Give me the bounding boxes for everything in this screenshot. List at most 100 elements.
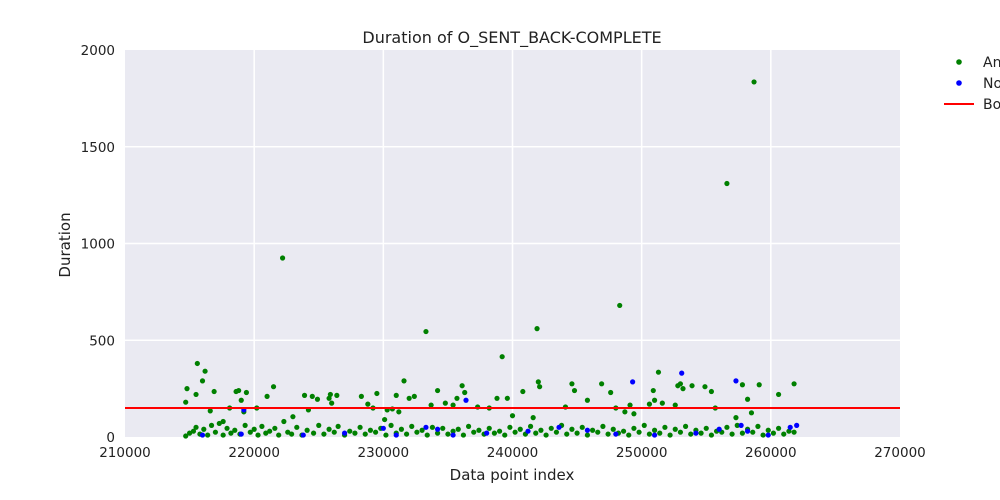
data-point [584, 427, 591, 433]
x-tick-label: 220000 [228, 445, 280, 461]
data-point [429, 424, 436, 430]
data-point [471, 429, 477, 435]
data-point [738, 422, 744, 428]
data-point [194, 360, 200, 367]
grid [125, 50, 900, 437]
data-point [383, 432, 389, 438]
data-point [455, 426, 461, 432]
data-point [794, 422, 800, 428]
data-point [744, 396, 751, 402]
data-point [183, 433, 189, 439]
data-point [662, 424, 668, 430]
data-point [272, 425, 278, 431]
data-point [775, 391, 782, 398]
data-point [679, 370, 685, 376]
data-point [682, 423, 689, 429]
data-point [755, 423, 761, 429]
data-point [748, 410, 755, 416]
data-point [651, 432, 658, 438]
data-point [617, 302, 623, 309]
legend-marker [956, 80, 962, 86]
data-point [216, 420, 222, 427]
data-point [548, 425, 554, 431]
y-ticks: 0 500 1000 1500 2000 [81, 43, 115, 446]
data-point [605, 431, 611, 437]
data-point [409, 423, 415, 429]
data-point [589, 427, 596, 433]
data-point [211, 388, 217, 395]
data-point [530, 415, 536, 421]
data-point [631, 411, 637, 417]
data-point [672, 426, 678, 432]
data-point [334, 392, 340, 398]
data-point [765, 427, 771, 433]
data-point [677, 429, 684, 435]
data-point [564, 431, 570, 437]
data-point [708, 432, 715, 438]
data-point [494, 395, 500, 401]
data-point [459, 383, 465, 389]
data-point [584, 397, 591, 403]
data-point [220, 418, 226, 425]
data-point [202, 368, 208, 374]
data-point [358, 393, 364, 399]
data-point [236, 387, 242, 394]
data-point [365, 401, 371, 407]
data-point [403, 431, 410, 437]
data-point [724, 424, 730, 430]
data-point [242, 422, 248, 428]
data-point [584, 432, 591, 438]
data-point [538, 427, 544, 433]
data-point [362, 431, 368, 437]
data-point [502, 432, 508, 438]
data-point [781, 431, 787, 437]
data-point [411, 393, 417, 399]
data-point [770, 430, 777, 436]
data-point [791, 381, 797, 387]
data-point [659, 400, 665, 406]
data-point [787, 424, 793, 430]
x-ticks: 210000 220000 230000 240000 250000 260000 2700… [99, 445, 926, 461]
data-point [347, 428, 353, 434]
data-point [579, 424, 585, 430]
data-point [454, 395, 460, 401]
data-point [393, 432, 399, 438]
data-point [641, 422, 647, 428]
data-point [285, 429, 291, 435]
data-point [428, 402, 434, 408]
data-point [321, 431, 327, 437]
data-point [335, 423, 341, 429]
data-point [450, 402, 456, 408]
y-tick-label: 0 [106, 430, 115, 446]
data-point [352, 430, 358, 436]
data-point [401, 378, 407, 384]
data-point [733, 378, 739, 384]
data-point [238, 397, 244, 403]
data-point [357, 424, 363, 430]
legend-label: Bo [983, 97, 1000, 113]
data-point [300, 432, 306, 438]
data-point [630, 379, 636, 385]
x-tick-label: 260000 [745, 445, 797, 461]
data-point [716, 426, 722, 432]
data-point [650, 387, 656, 394]
data-point [626, 432, 632, 438]
legend: An No Bo [944, 55, 1000, 113]
data-point [423, 424, 429, 430]
data-point [193, 424, 199, 430]
data-point [729, 431, 735, 437]
data-point [553, 429, 560, 435]
data-point [326, 395, 332, 401]
data-point [193, 391, 199, 398]
data-point [224, 425, 230, 431]
data-point [484, 430, 490, 436]
data-point [251, 426, 257, 432]
data-point [294, 424, 300, 430]
x-tick-label: 230000 [358, 445, 410, 461]
data-point [276, 432, 282, 438]
chart-title: Duration of O_SENT_BACK-COMPLETE [362, 28, 661, 48]
data-point [424, 432, 430, 438]
data-point [517, 426, 523, 432]
data-point [739, 382, 746, 388]
